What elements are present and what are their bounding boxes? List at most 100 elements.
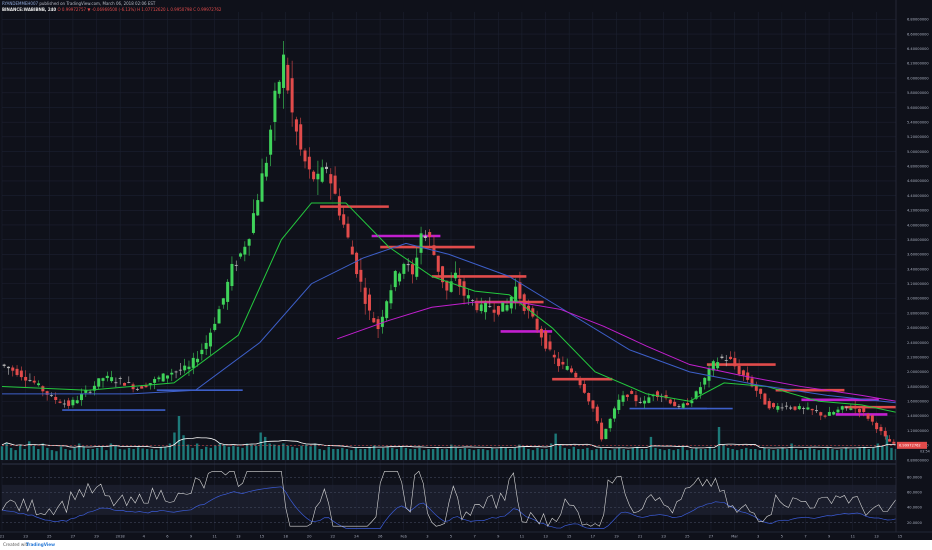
volume-bar: [758, 450, 762, 460]
candle-body: [423, 236, 427, 238]
rsi-signal-line: [1, 486, 897, 529]
candle-body: [346, 223, 350, 238]
candle-body: [823, 415, 827, 417]
volume-bar: [590, 450, 594, 460]
price-tick-label: 1.40000000: [907, 414, 929, 418]
time-tick-label: 18: [283, 535, 288, 539]
candle-body: [419, 233, 423, 253]
volume-bar: [663, 450, 666, 460]
volume-bar: [313, 443, 317, 460]
volume-bar: [826, 447, 830, 460]
time-axis[interactable]: 21 23 25 27 29 2018 4 6 9 11 13 15 18 20 22 24 26 Feb 3 5 7 9…: [0, 531, 932, 539]
volume-bar: [177, 416, 181, 460]
time-tick-label: 13: [543, 535, 548, 539]
volume-bar: [9, 447, 13, 460]
volume-bar: [64, 449, 67, 460]
candle-body: [428, 232, 432, 237]
candle-body: [71, 399, 75, 406]
volume-bar: [386, 446, 389, 460]
candle-body: [767, 401, 771, 409]
volume-bar: [459, 449, 462, 460]
time-tick-label: 25: [47, 535, 52, 539]
candle-body: [784, 405, 788, 407]
candle-body: [746, 372, 750, 380]
publisher-name[interactable]: RYANDEMMEH007: [2, 1, 39, 6]
candle-body: [673, 401, 677, 407]
candle-body: [720, 356, 724, 358]
candle-body: [398, 273, 402, 282]
volume-bar: [581, 449, 585, 460]
volume-bar: [440, 449, 444, 460]
time-tick-label: 15: [898, 535, 903, 539]
volume-bar: [354, 447, 358, 460]
candles: [2, 40, 896, 445]
candle-body: [716, 362, 720, 369]
volume-bar: [82, 446, 85, 460]
volume-bar: [776, 449, 780, 460]
volume-bar: [563, 447, 566, 460]
volume-bar: [631, 447, 634, 460]
candle-body: [204, 342, 208, 349]
price-axis[interactable]: 6.80000000 6.60000000 6.40000000 6.20000000…: [895, 0, 932, 540]
volume-bar: [23, 449, 26, 460]
candle-body: [92, 385, 96, 391]
candle-body: [698, 387, 702, 394]
volume-bar: [735, 450, 739, 460]
candle-body: [140, 386, 144, 389]
candle-body: [819, 412, 823, 416]
time-tick-label: 9: [190, 535, 193, 539]
candle-body: [617, 399, 621, 411]
candle-body: [393, 271, 397, 288]
volume-bar: [794, 449, 798, 460]
volume-bar: [18, 444, 22, 460]
volume-bar: [336, 449, 340, 460]
publish-line: RYANDEMMEH007 published on TradingView.c…: [2, 1, 221, 7]
time-tick-label: 9: [828, 535, 831, 539]
ohlc-values: O 0.99972757 ▼ -0.06969500 (-6.13%) H 1.…: [57, 6, 222, 12]
volume-bar: [236, 446, 240, 460]
footer: Created with TradingView: [0, 540, 932, 550]
candle-body: [333, 175, 337, 194]
volume-bar: [191, 447, 194, 460]
candle-body: [527, 305, 531, 311]
volume-bar: [100, 446, 104, 460]
candle-body: [28, 380, 32, 381]
volume-bar: [41, 443, 45, 460]
time-tick-label: 23: [23, 535, 28, 539]
volume-bar: [490, 447, 494, 460]
candle-body: [763, 393, 767, 405]
candle-body: [67, 400, 71, 406]
candle-body: [110, 377, 114, 382]
candle-body: [539, 328, 543, 338]
volume-bar: [690, 449, 693, 460]
price-tick-label: 6.40000000: [907, 47, 929, 51]
volume-bar: [876, 443, 880, 460]
candle-body: [870, 415, 874, 422]
candle-body: [754, 384, 758, 391]
candle-body: [892, 441, 896, 444]
volume-bar: [645, 449, 648, 460]
volume-bar: [150, 449, 153, 460]
candle-body: [367, 294, 371, 311]
candle-body: [686, 402, 690, 406]
candle-body: [88, 391, 92, 393]
volume-bar: [853, 449, 857, 460]
volume-bar: [363, 449, 367, 460]
price-tick-label: 4.00000000: [907, 223, 929, 227]
volume-bar: [105, 450, 108, 460]
volume-bar: [28, 441, 31, 460]
symbol-label[interactable]: BINANCE:WABIBNB, 240: [2, 6, 57, 12]
volume-bar: [250, 444, 253, 460]
candle-body: [161, 373, 165, 382]
volume-bar: [658, 449, 662, 460]
volume-bar: [754, 449, 757, 460]
volume-bar: [568, 449, 571, 460]
candle-body: [118, 378, 122, 379]
price-tick-label: 2.00000000: [907, 370, 929, 374]
tradingview-logo[interactable]: TradingView: [26, 542, 56, 547]
volume-bar: [509, 449, 512, 460]
volume-bar: [332, 449, 335, 460]
time-tick-label: 7: [473, 535, 475, 539]
candle-body: [19, 370, 23, 378]
